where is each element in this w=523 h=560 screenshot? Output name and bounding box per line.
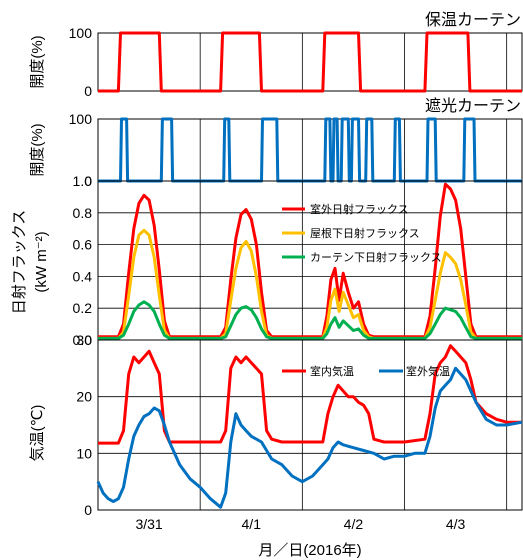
panel-3-ytick-1: 0.2 [73,300,93,316]
panel-2: 0 100 [69,111,523,189]
legend-label-temp-1: 室内気温 [310,364,354,378]
panel3-ylabel: 日射フラックス [11,210,28,315]
x-tick-1: 4/1 [242,516,262,532]
panel-2-ytick-0: 0 [84,173,92,189]
legend-label-2: 屋根下日射フラックス [310,226,420,240]
panel1-title: 保温カーテン [425,11,521,29]
panel-1-series-1 [98,31,522,93]
panel-4-ytick-2: 20 [76,389,92,405]
x-tick-0: 3/31 [135,516,162,532]
panel1-ylabel: 開度(%) [29,35,46,88]
panel-3: 0.0 0.2 0.4 0.6 0.8 1.0 室外日射フラックス屋根下日射フラックスカーテ… [73,173,523,348]
x-axis-label: 月／日(2016年) [258,542,361,559]
panel-3-ytick-3: 0.6 [73,237,93,253]
legend-label-1: 室外日射フラックス [310,202,409,216]
panel-3-ytick-2: 0.4 [73,268,93,284]
panel-4-ytick-1: 10 [76,445,92,461]
panel-2-ytick-1: 100 [69,111,93,127]
panel-1: 0 100 [69,25,523,99]
panel-3-ytick-0: 0.0 [73,332,93,348]
panel-1-ytick-0: 0 [84,83,92,99]
panel-3-ytick-4: 0.8 [73,205,93,221]
panel-4: 0 10 20 30 室内気温 室外気温 [76,332,523,518]
panel3-yunit: (kW m⁻²) [33,231,50,292]
legend-label-3: カーテン下日射フラックス [310,250,442,264]
panel-4-series-1 [98,344,522,445]
panel2-ylabel: 開度(%) [29,123,46,176]
x-tick-2: 4/2 [344,516,364,532]
panel-4-ytick-3: 30 [76,332,92,348]
panel2-title: 遮光カーテン [425,97,521,115]
panel-3-ytick-5: 1.0 [73,173,93,189]
panel4-ylabel: 気温(℃) [29,405,46,462]
panel-2-series-1 [98,117,522,183]
panel-4-ytick-0: 0 [84,502,92,518]
legend-label-temp-2: 室外気温 [406,364,450,378]
panel-4-series-2 [96,366,523,509]
panel-1-ytick-1: 100 [69,25,93,41]
x-tick-3: 4/3 [446,516,466,532]
panel-3-series-3 [98,300,522,340]
